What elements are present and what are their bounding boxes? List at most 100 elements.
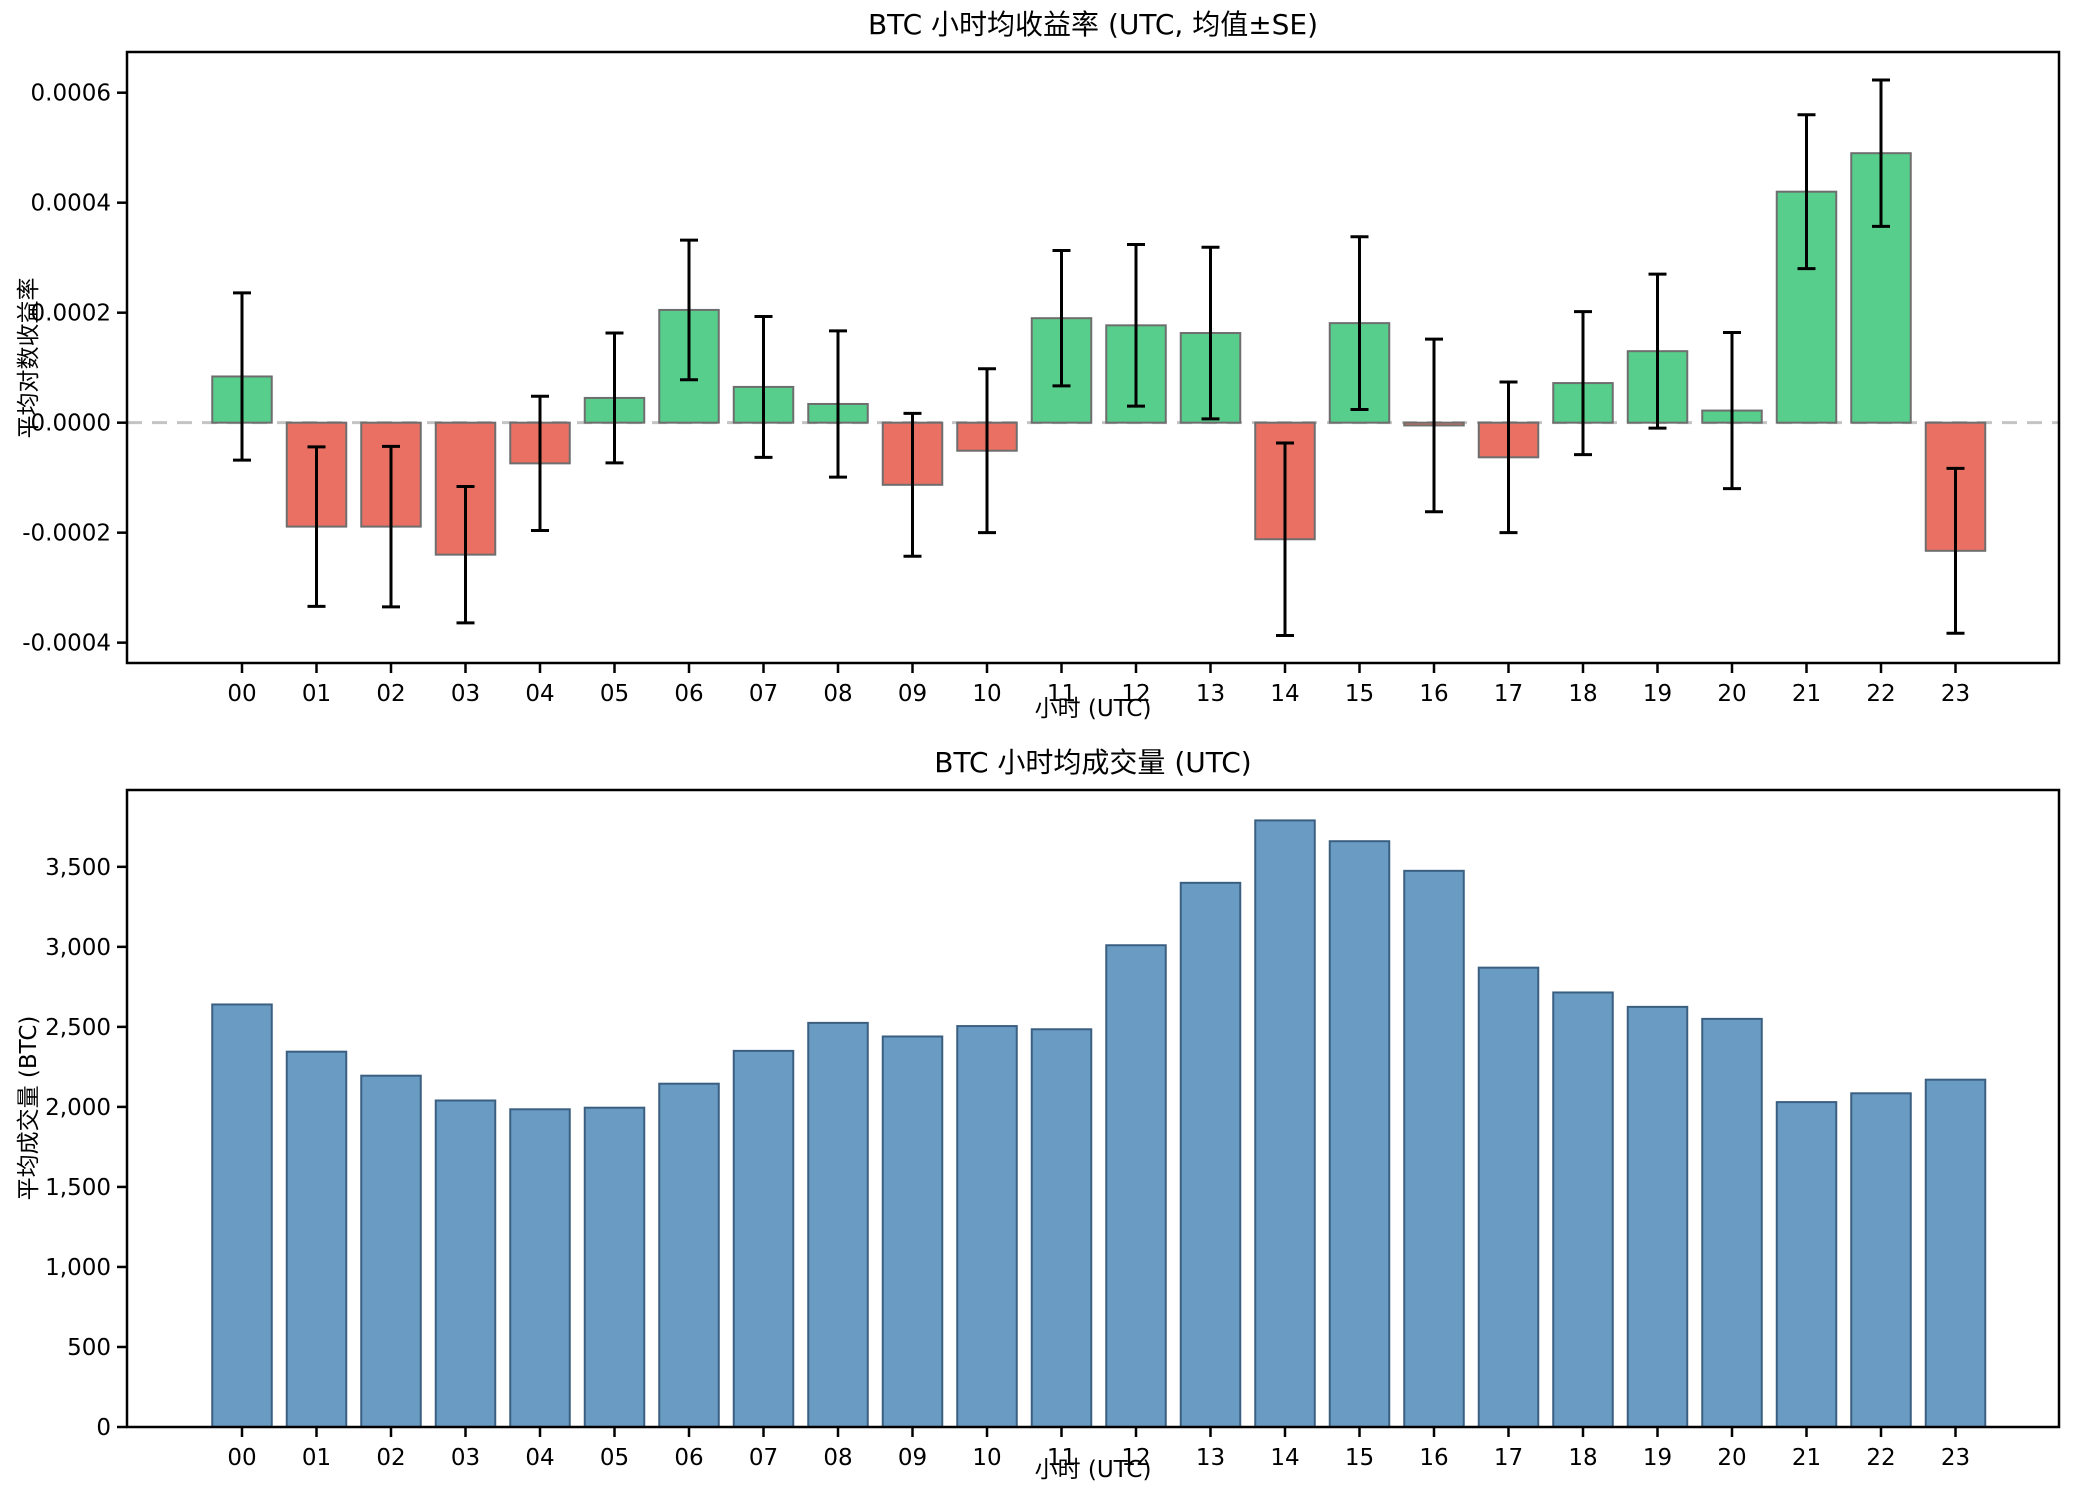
errorbar-hour-10: [978, 367, 996, 535]
returns-chart-title: BTC 小时均收益率 (UTC, 均值±SE): [868, 8, 1318, 41]
x-tick-label: 00: [227, 681, 256, 707]
bar-hour-00: [211, 1003, 273, 1428]
errorbar-hour-00: [233, 291, 251, 462]
bar-hour-09: [881, 1035, 944, 1429]
y-tick-label: 0.0000: [31, 411, 111, 437]
y-tick-label: -0.0004: [22, 631, 111, 657]
y-tick-label: 0.0006: [31, 81, 111, 107]
errorbar-hour-22: [1872, 78, 1890, 228]
errorbar-hour-12: [1127, 242, 1145, 408]
returns-chart: BTC 小时均收益率 (UTC, 均值±SE) 平均对数收益率 小时 (UTC)…: [16, 8, 2061, 722]
x-tick-label: 02: [376, 1445, 405, 1471]
errorbar-hour-02: [382, 444, 400, 609]
errorbar-hour-06: [680, 238, 698, 382]
plot-border: [125, 50, 2061, 665]
x-tick-label: 11: [1047, 681, 1076, 707]
x-tick-label: 12: [1121, 681, 1150, 707]
x-tick-label: 21: [1792, 1445, 1821, 1471]
x-tick-label: 08: [823, 1445, 852, 1471]
x-tick-label: 18: [1568, 1445, 1597, 1471]
y-tick-label: 0: [96, 1415, 111, 1441]
x-tick-label: 01: [302, 681, 331, 707]
errorbar-hour-15: [1350, 235, 1369, 411]
x-tick-label: 03: [451, 1445, 480, 1471]
returns-plot-area: 0.0006 0.0004 0.0002 0.0000 -0.0002 -0.0004 00…: [22, 50, 2061, 707]
errorbar-hour-19: [1648, 272, 1667, 430]
bar-hour-13: [1179, 881, 1242, 1428]
y-tick-label: 0.0002: [31, 301, 111, 327]
x-tick-label: 00: [227, 1445, 256, 1471]
errorbar-hour-20: [1723, 330, 1741, 491]
x-tick-label: 14: [1270, 1445, 1299, 1471]
bar-hour-11: [1030, 1028, 1093, 1429]
x-tick-label: 05: [600, 1445, 629, 1471]
errorbar-hour-09: [903, 411, 922, 558]
returns-y-axis-label: 平均对数收益率: [16, 278, 42, 439]
bar-hour-06: [658, 1082, 720, 1429]
bar-hour-21: [1775, 1101, 1838, 1429]
bar-hour-08: [807, 1021, 869, 1428]
bar-hour-01: [285, 1050, 348, 1428]
errorbar-hour-03: [456, 484, 475, 625]
x-tick-label: 18: [1568, 681, 1597, 707]
bar-hour-15: [1328, 840, 1391, 1428]
x-tick-label: 19: [1643, 1445, 1672, 1471]
errorbar-hour-01: [307, 445, 326, 608]
bar-hour-12: [1105, 944, 1167, 1428]
bar-hour-14: [1254, 819, 1316, 1428]
bar-hour-04: [509, 1108, 571, 1429]
x-tick-label: 06: [674, 1445, 703, 1471]
x-tick-label: 23: [1941, 1445, 1970, 1471]
volume-chart-title: BTC 小时均成交量 (UTC): [934, 746, 1251, 779]
y-tick-label: 2,500: [45, 1015, 111, 1041]
y-tick-label: 0.0004: [31, 191, 111, 217]
x-tick-label: 09: [898, 681, 927, 707]
x-tick-label: 01: [302, 1445, 331, 1471]
volume-y-axis-label: 平均成交量 (BTC): [16, 1016, 42, 1201]
x-tick-label: 20: [1717, 1445, 1746, 1471]
x-tick-label: 02: [376, 681, 405, 707]
x-tick-label: 04: [525, 681, 554, 707]
bar-hour-19: [1626, 1005, 1689, 1428]
y-tick-label: 1,000: [45, 1255, 111, 1281]
x-tick-label: 13: [1196, 681, 1225, 707]
bar-hour-03: [434, 1099, 497, 1428]
x-tick-label: 17: [1494, 1445, 1523, 1471]
errorbar-hour-17: [1499, 380, 1518, 535]
x-tick-label: 14: [1270, 681, 1299, 707]
y-tick-label: 3,000: [45, 935, 111, 961]
x-tick-label: 10: [972, 1445, 1001, 1471]
x-tick-label: 05: [600, 681, 629, 707]
errorbar-hour-11: [1052, 249, 1071, 388]
x-tick-label: 16: [1419, 681, 1448, 707]
x-tick-label: 13: [1196, 1445, 1225, 1471]
x-tick-label: 17: [1494, 681, 1523, 707]
bar-hour-16: [1403, 869, 1465, 1428]
errorbar-hour-18: [1574, 310, 1592, 457]
errorbar-hour-16: [1425, 337, 1443, 514]
volume-chart: BTC 小时均成交量 (UTC) 平均成交量 (BTC) 小时 (UTC) 05…: [16, 746, 2061, 1483]
x-tick-label: 16: [1419, 1445, 1448, 1471]
x-tick-label: 19: [1643, 681, 1672, 707]
y-tick-label: 500: [67, 1335, 111, 1361]
returns-x-axis-label: 小时 (UTC): [1035, 696, 1152, 722]
errorbar-hour-08: [829, 329, 847, 479]
x-tick-label: 06: [674, 681, 703, 707]
bar-hour-18: [1552, 991, 1614, 1428]
bar-hour-17: [1477, 966, 1540, 1428]
bar-hour-20: [1701, 1017, 1763, 1429]
volume-plot-area: 0 500 1,000 1,500 2,000 2,500 3,000 3,500 00 01 02…: [45, 788, 2061, 1471]
x-tick-label: 12: [1121, 1445, 1150, 1471]
errorbar-hour-13: [1201, 245, 1220, 421]
x-tick-label: 22: [1866, 681, 1895, 707]
errorbar-hour-21: [1797, 113, 1816, 271]
errorbar-hour-07: [754, 315, 773, 459]
errorbar-hour-04: [531, 394, 549, 532]
bar-hour-23: [1924, 1078, 1987, 1428]
x-tick-label: 21: [1792, 681, 1821, 707]
x-tick-label: 20: [1717, 681, 1746, 707]
x-tick-label: 11: [1047, 1445, 1076, 1471]
x-tick-label: 03: [451, 681, 480, 707]
